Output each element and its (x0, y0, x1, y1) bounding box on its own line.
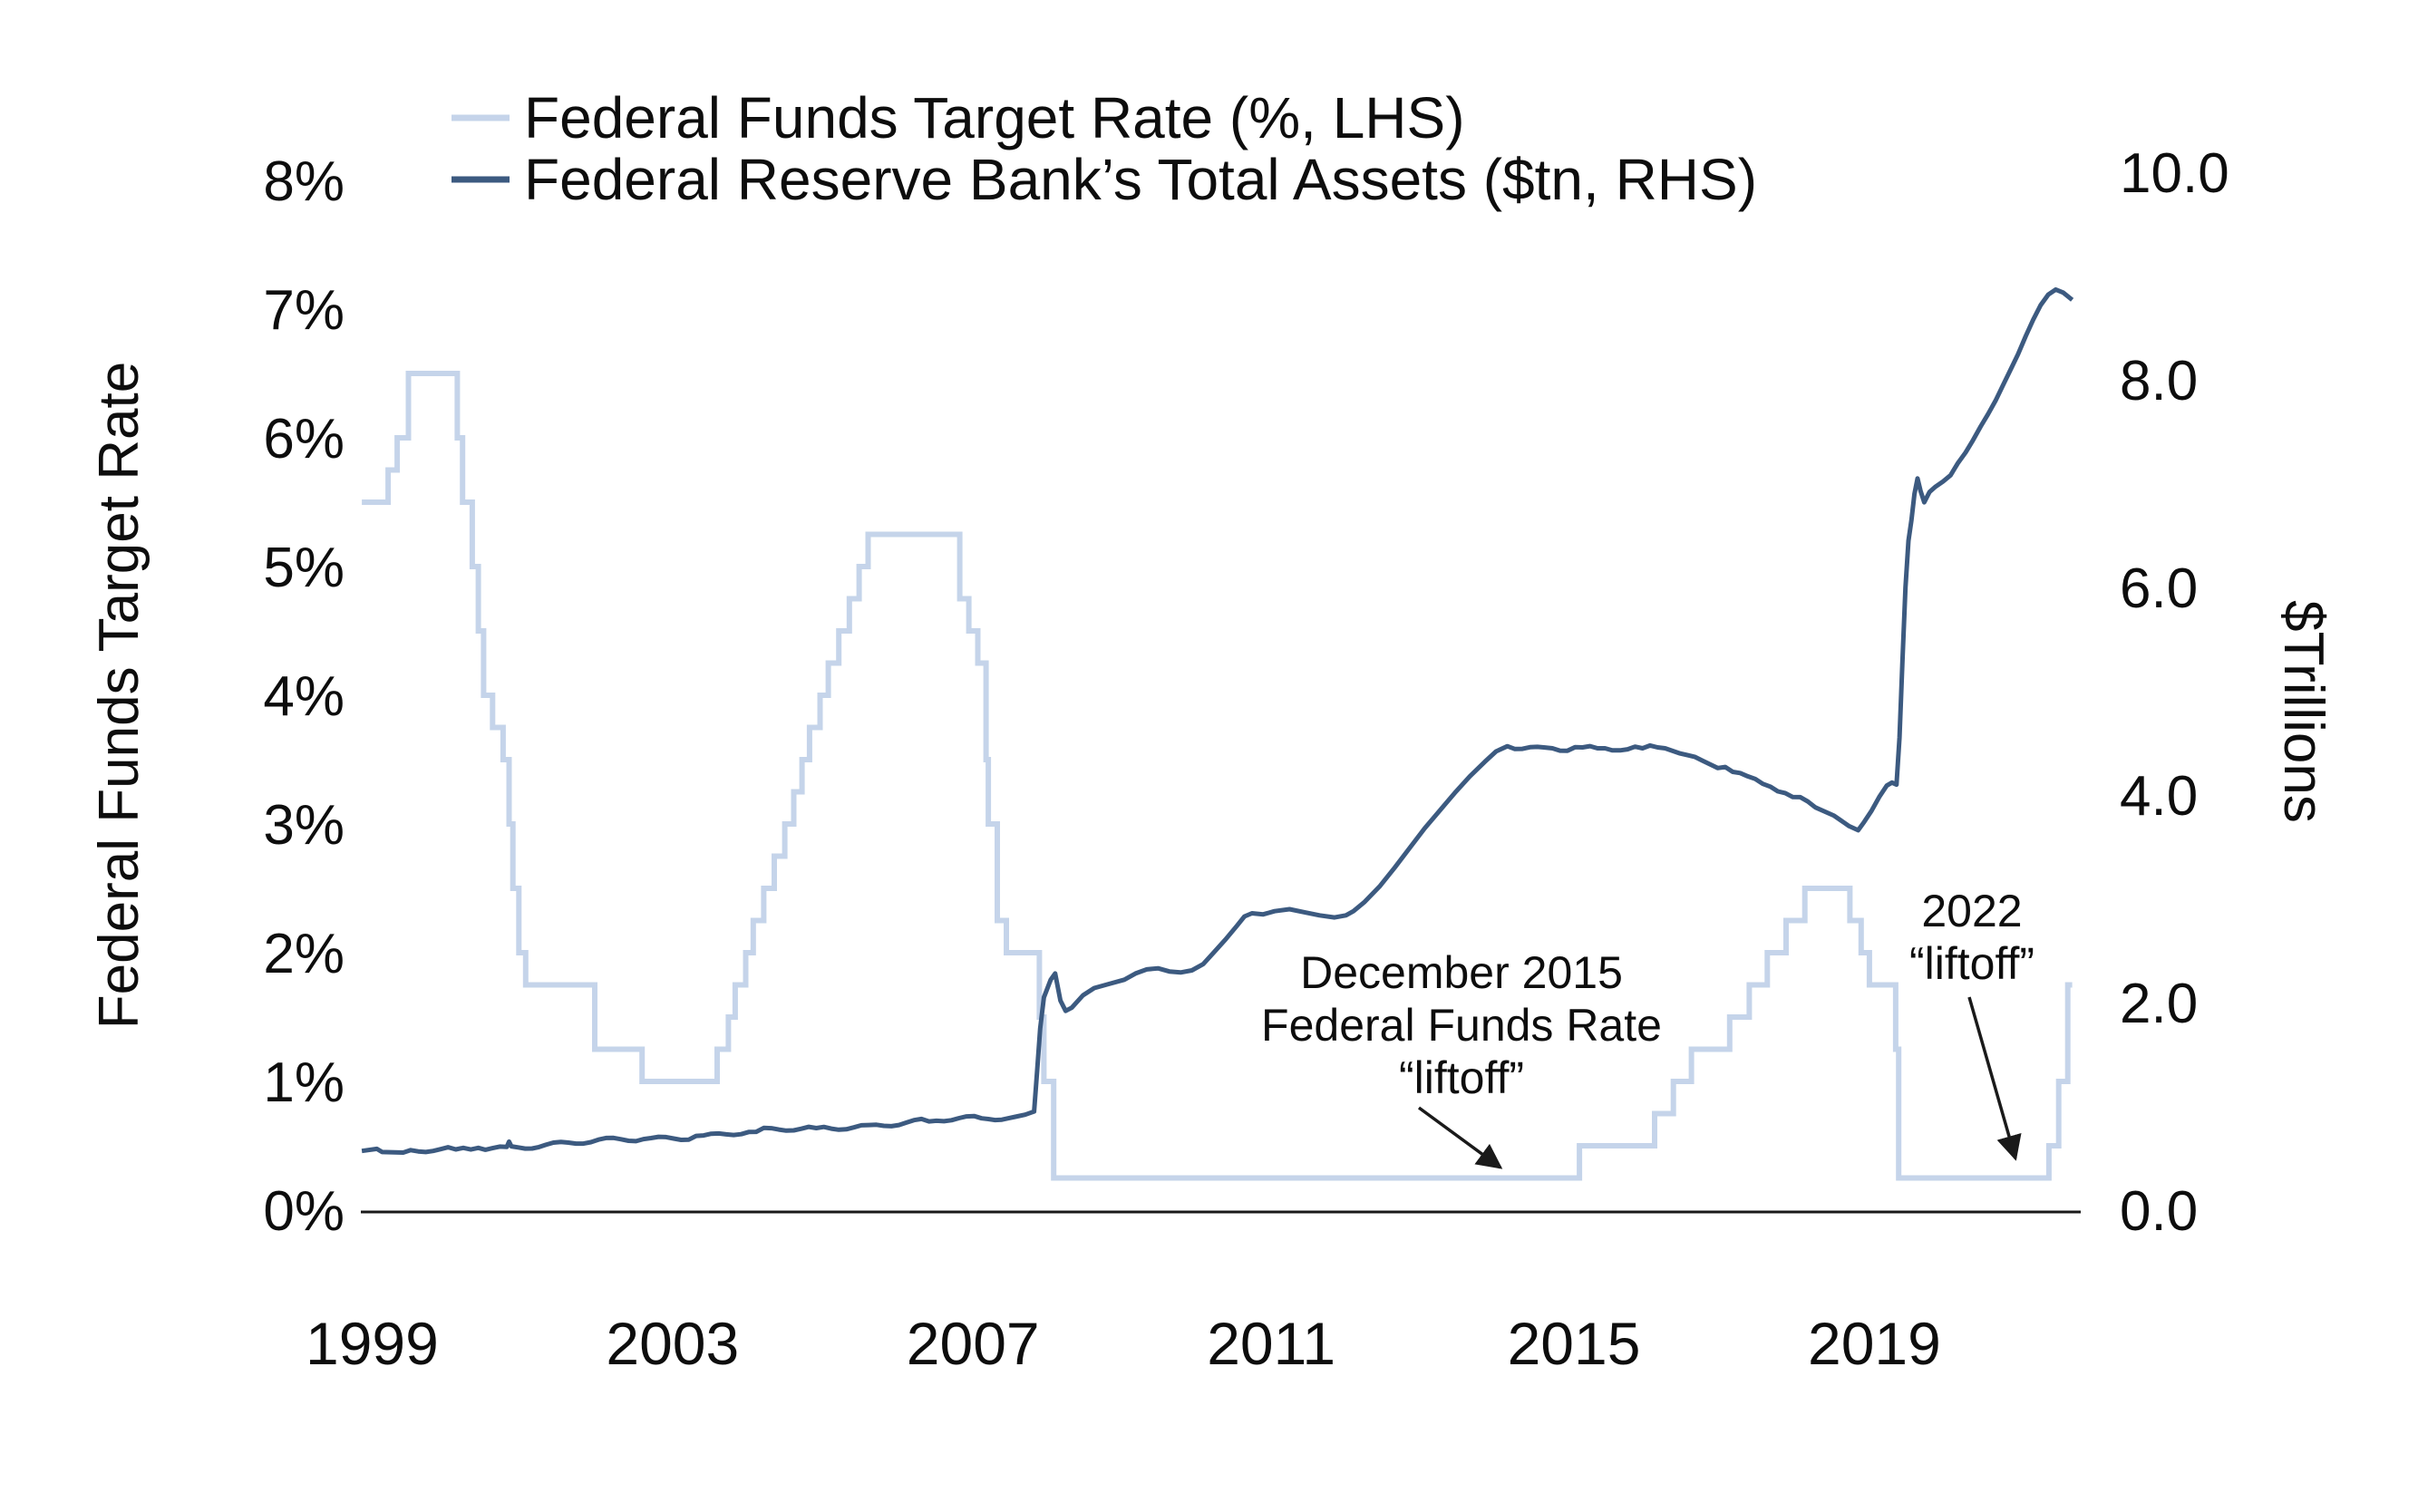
left-axis-tick-label: 6% (263, 408, 345, 470)
x-axis-tick-label: 2011 (1207, 1310, 1335, 1377)
x-axis-ticks: 1999 2003 2007 2011 2015 2019 (306, 1310, 1941, 1377)
left-axis-tick-label: 5% (263, 537, 345, 599)
x-axis-tick-label: 2007 (907, 1310, 1040, 1377)
left-axis-tick-label: 7% (263, 279, 345, 342)
legend-item: Federal Reserve Bank’s Total Assets ($tn… (452, 147, 1757, 212)
left-axis-title: Federal Funds Target Rate (88, 362, 151, 1029)
annotation-arrow (1967, 996, 2022, 1161)
legend-item: Federal Funds Target Rate (%, LHS) (452, 85, 1465, 150)
fed-funds-rate-line (362, 371, 2073, 1181)
legend-item-label: Federal Funds Target Rate (%, LHS) (524, 85, 1465, 150)
right-axis-title: $Trillions (2272, 600, 2335, 823)
right-axis-tick-label: 6.0 (2120, 557, 2198, 620)
left-axis-tick-label: 4% (263, 665, 345, 728)
left-axis-tick-label: 2% (263, 923, 345, 985)
legend-item-label: Federal Reserve Bank’s Total Assets ($tn… (524, 147, 1757, 212)
y-axis-left-ticks: 0% 1% 2% 3% 4% 5% 6% 7% 8% (263, 150, 345, 1243)
annotation-arrow (1417, 1106, 1503, 1169)
x-axis-tick-label: 2015 (1508, 1310, 1641, 1377)
right-axis-tick-label: 10.0 (2120, 142, 2229, 205)
annotation-text: 2022 “liftoff” (1909, 886, 2034, 989)
annotation-text: December 2015 Federal Funds Rate “liftoff” (1261, 947, 1662, 1103)
left-axis-tick-label: 8% (263, 150, 345, 213)
right-axis-tick-label: 2.0 (2120, 973, 2198, 1035)
right-axis-tick-label: 8.0 (2120, 350, 2198, 412)
fed-total-assets-line (361, 286, 2074, 1155)
annotations: December 2015 Federal Funds Rate “liftoff”… (1261, 886, 2034, 1169)
series-lines (361, 286, 2074, 1181)
x-axis-tick-label: 2019 (1808, 1310, 1941, 1377)
legend: Federal Funds Target Rate (%, LHS)Federa… (452, 85, 1757, 212)
y-axis-right-ticks: 0.0 2.0 4.0 6.0 8.0 10.0 (2120, 142, 2229, 1243)
x-axis-tick-label: 2003 (606, 1310, 739, 1377)
left-axis-tick-label: 1% (263, 1052, 345, 1114)
left-axis-tick-label: 3% (263, 794, 345, 857)
right-axis-tick-label: 4.0 (2120, 765, 2198, 828)
left-axis-tick-label: 0% (263, 1180, 345, 1243)
right-axis-tick-label: 0.0 (2120, 1180, 2198, 1243)
x-axis-tick-label: 1999 (306, 1310, 439, 1377)
